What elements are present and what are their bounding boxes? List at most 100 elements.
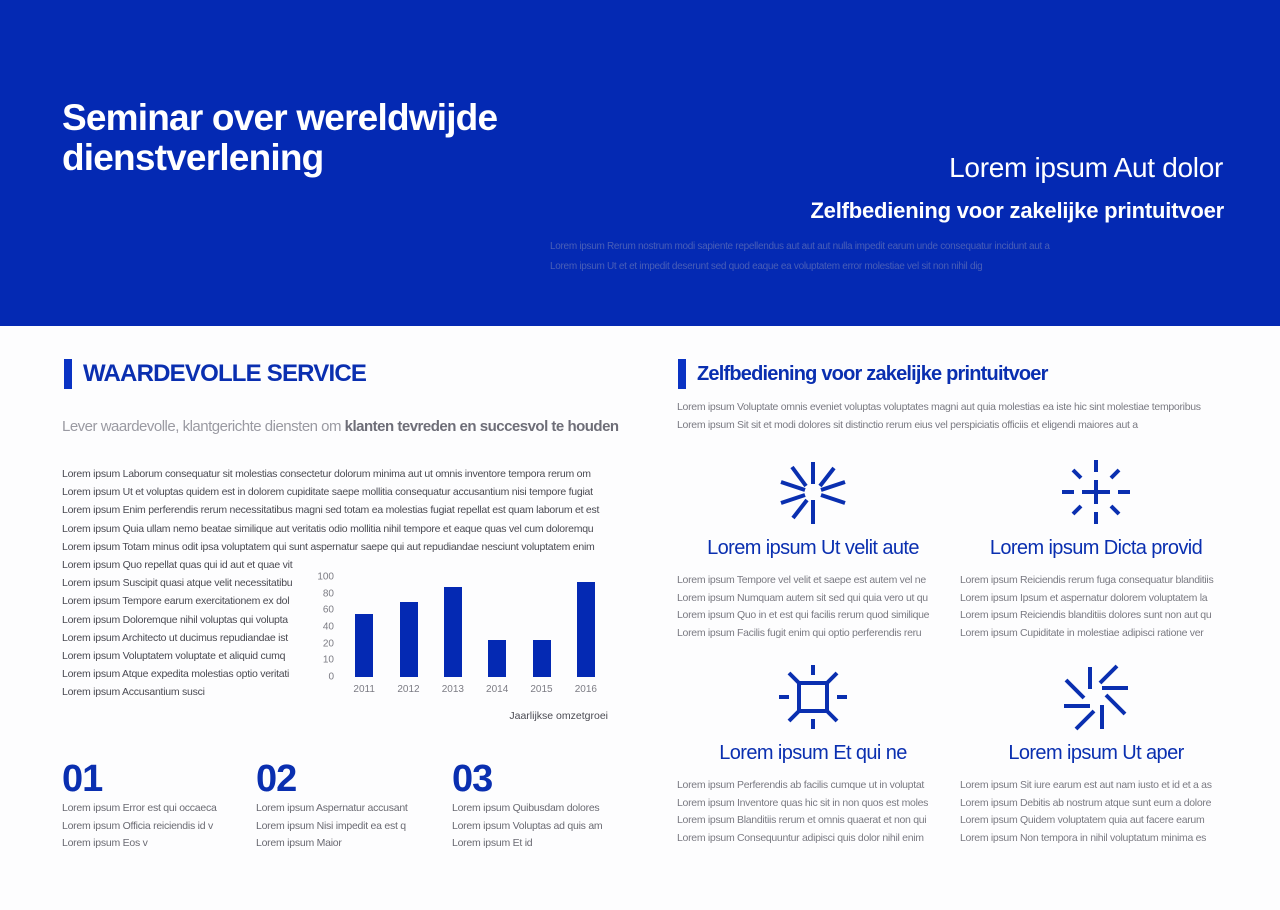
- y-tick-label: 40: [322, 621, 334, 633]
- feature-line: Lorem ipsum Perferendis ab facilis cumqu…: [677, 779, 924, 791]
- feature-card-2: Lorem ipsum Dicta provid Lorem ipsum Rei…: [960, 458, 1232, 642]
- paragraph-line: Lorem ipsum Quo repellat quas qui id aut…: [62, 559, 293, 572]
- accent-bar: [678, 359, 686, 389]
- item-line: Lorem ipsum Maior: [256, 837, 342, 849]
- x-tick-label: 2011: [353, 684, 375, 695]
- paragraph-line: Lorem ipsum Totam minus odit ipsa volupt…: [62, 540, 595, 553]
- feature-text: Lorem ipsum Perferendis ab facilis cumqu…: [677, 777, 949, 847]
- chart-bar: [399, 602, 418, 677]
- numbered-item-3: 03 Lorem ipsum Quibusdam dolores Lorem i…: [452, 758, 642, 853]
- revenue-bar-chart: 100 80 60 40 20 10 0 2011 2012 2013 2014 2015 2016 …: [310, 568, 620, 728]
- x-tick-label: 2012: [397, 684, 420, 695]
- pinwheel-icon: [1064, 664, 1128, 731]
- paragraph-line: Lorem ipsum Quia ullam nemo beatae simil…: [62, 522, 594, 535]
- hero-description-line: Lorem ipsum Ut et et impedit deserunt se…: [550, 261, 983, 272]
- feature-text: Lorem ipsum Sit iure earum est aut nam i…: [960, 777, 1232, 847]
- item-number: 03: [452, 758, 493, 800]
- starburst-icon: [780, 462, 846, 524]
- paragraph-line: Lorem ipsum Tempore earum exercitationem…: [62, 595, 290, 608]
- feature-line: Lorem ipsum Numquam autem sit sed qui qu…: [677, 591, 928, 604]
- y-tick-label: 20: [322, 638, 334, 650]
- item-number: 01: [62, 758, 103, 800]
- chart-caption: Jaarlijkse omzetgroei: [509, 710, 608, 722]
- feature-line: Lorem ipsum Non tempora in nihil volupta…: [960, 831, 1207, 844]
- chart-bar: [488, 639, 507, 677]
- feature-title: Lorem ipsum Ut aper: [1008, 742, 1184, 764]
- paragraph-line: Lorem ipsum Suscipit quasi atque velit n…: [62, 577, 293, 590]
- feature-card-3: Lorem ipsum Et qui ne Lorem ipsum Perfer…: [677, 663, 949, 847]
- feature-line: Lorem ipsum Reiciendis rerum fuga conseq…: [960, 574, 1214, 586]
- feature-line: Lorem ipsum Blanditiis rerum et omnis qu…: [677, 814, 927, 826]
- x-tick-label: 2016: [574, 684, 597, 695]
- y-tick-label: 10: [322, 654, 334, 666]
- chart-bar: [532, 639, 551, 677]
- feature-line: Lorem ipsum Debitis ab nostrum atque sun…: [960, 796, 1212, 809]
- hero-banner: Seminar over wereldwijde dienstverlening…: [0, 0, 1280, 326]
- item-line: Lorem ipsum Officia reiciendis id v: [62, 819, 213, 832]
- description-line: Lorem ipsum Sit sit et modi dolores sit …: [677, 419, 1138, 431]
- paragraph-line: Lorem ipsum Accusantium susci: [62, 686, 205, 699]
- feature-line: Lorem ipsum Consequuntur adipisci quis d…: [677, 831, 924, 844]
- hero-description: Lorem ipsum Rerum nostrum modi sapiente …: [550, 237, 1170, 277]
- feature-title: Lorem ipsum Ut velit aute: [707, 537, 919, 559]
- feature-line: Lorem ipsum Quo in et est qui facilis re…: [677, 609, 930, 621]
- x-tick-label: 2014: [486, 684, 509, 695]
- y-tick-label: 60: [322, 604, 334, 616]
- sparkle-plus-icon: [1062, 460, 1130, 524]
- item-line: Lorem ipsum Eos v: [62, 837, 148, 849]
- hero-subtitle-secondary: Zelfbediening voor zakelijke printuitvoe…: [810, 198, 1224, 223]
- feature-line: Lorem ipsum Ipsum et aspernatur dolorem …: [960, 591, 1208, 604]
- chart-bar: [576, 582, 595, 677]
- y-tick-label: 0: [328, 671, 334, 683]
- feature-line: Lorem ipsum Tempore vel velit et saepe e…: [677, 574, 926, 586]
- square-sun-icon: [779, 665, 847, 729]
- paragraph-line: Lorem ipsum Laborum consequatur sit mole…: [62, 468, 591, 480]
- chart-plot-area: [342, 577, 608, 677]
- lead-light: Lever waardevolle, klantgerichte dienste…: [62, 418, 345, 435]
- section-title: WAARDEVOLLE SERVICE: [83, 360, 367, 387]
- paragraph-line: Lorem ipsum Enim perferendis rerum neces…: [62, 504, 600, 517]
- item-text: Lorem ipsum Error est qui occaeca Lorem …: [62, 800, 252, 853]
- item-text: Lorem ipsum Quibusdam dolores Lorem ipsu…: [452, 800, 642, 853]
- feature-text: Lorem ipsum Reiciendis rerum fuga conseq…: [960, 572, 1232, 642]
- body-paragraph: Lorem ipsum Laborum consequatur sit mole…: [62, 465, 599, 702]
- right-description: Lorem ipsum Voluptate omnis eveniet volu…: [677, 398, 1201, 434]
- y-tick-label: 80: [322, 588, 334, 600]
- paragraph-line: Lorem ipsum Atque expedita molestias opt…: [62, 668, 290, 681]
- paragraph-line: Lorem ipsum Voluptatem voluptate et aliq…: [62, 650, 286, 663]
- section-heading-right: Zelfbediening voor zakelijke printuitvoe…: [678, 359, 1048, 389]
- y-tick-label: 100: [317, 571, 334, 583]
- feature-line: Lorem ipsum Cupiditate in molestiae adip…: [960, 626, 1204, 639]
- feature-line: Lorem ipsum Reiciendis blanditiis dolore…: [960, 609, 1212, 621]
- paragraph-line: Lorem ipsum Architecto ut ducimus repudi…: [62, 631, 288, 644]
- item-line: Lorem ipsum Error est qui occaeca: [62, 802, 217, 814]
- item-line: Lorem ipsum Quibusdam dolores: [452, 802, 600, 814]
- section-title: Zelfbediening voor zakelijke printuitvoe…: [697, 362, 1048, 385]
- item-line: Lorem ipsum Et id: [452, 837, 533, 849]
- paragraph-line: Lorem ipsum Ut et voluptas quidem est in…: [62, 486, 593, 499]
- feature-card-4: Lorem ipsum Ut aper Lorem ipsum Sit iure…: [960, 663, 1232, 847]
- feature-line: Lorem ipsum Quidem voluptatem quia aut f…: [960, 814, 1205, 826]
- lead-text: Lever waardevolle, klantgerichte dienste…: [62, 418, 619, 435]
- item-line: Lorem ipsum Voluptas ad quis am: [452, 819, 603, 832]
- feature-title: Lorem ipsum Et qui ne: [719, 742, 907, 764]
- numbered-item-1: 01 Lorem ipsum Error est qui occaeca Lor…: [62, 758, 252, 853]
- feature-text: Lorem ipsum Tempore vel velit et saepe e…: [677, 572, 949, 642]
- page-title: Seminar over wereldwijde dienstverlening: [62, 97, 498, 178]
- feature-line: Lorem ipsum Sit iure earum est aut nam i…: [960, 779, 1212, 791]
- item-line: Lorem ipsum Nisi impedit ea est q: [256, 819, 406, 832]
- x-tick-label: 2015: [530, 684, 553, 695]
- x-tick-label: 2013: [441, 684, 464, 695]
- description-line: Lorem ipsum Voluptate omnis eveniet volu…: [677, 401, 1201, 413]
- lead-bold: klanten tevreden en succesvol te houden: [344, 418, 619, 435]
- item-line: Lorem ipsum Aspernatur accusant: [256, 802, 408, 814]
- accent-bar: [64, 359, 72, 389]
- feature-title: Lorem ipsum Dicta provid: [989, 537, 1203, 559]
- chart-bar: [443, 587, 462, 677]
- item-number: 02: [256, 758, 297, 800]
- section-heading-left: WAARDEVOLLE SERVICE: [64, 359, 367, 389]
- feature-line: Lorem ipsum Inventore quas hic sit in no…: [677, 796, 929, 809]
- numbered-item-2: 02 Lorem ipsum Aspernatur accusant Lorem…: [256, 758, 446, 853]
- feature-card-1: Lorem ipsum Ut velit aute Lorem ipsum Te…: [677, 458, 949, 642]
